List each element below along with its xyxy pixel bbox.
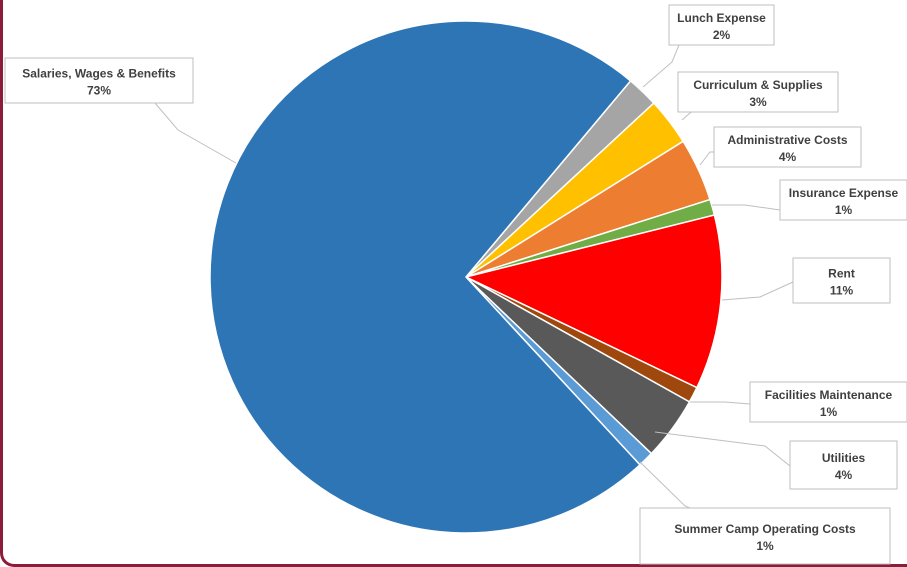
data-label: Utilities 4%: [789, 440, 898, 490]
slice-label: Rent: [828, 267, 855, 281]
slice-label: Insurance Expense: [789, 186, 899, 200]
slice-label: Administrative Costs: [727, 133, 847, 147]
slice-percentage: 4%: [835, 468, 853, 482]
leader-line: [642, 44, 680, 88]
data-label-box: [749, 381, 907, 423]
data-label: Insurance Expense 1%: [779, 179, 907, 221]
data-label: Administrative Costs 4%: [713, 126, 862, 168]
slice-percentage: 1%: [756, 539, 774, 553]
leader-line: [154, 102, 237, 164]
data-label-box: [789, 440, 898, 490]
data-label-box: [668, 4, 775, 46]
pie-slice-salaries-wages-benefits: [209, 20, 641, 534]
data-label: Facilities Maintenance 1%: [749, 381, 907, 423]
data-label: Summer Camp Operating Costs 1%: [639, 507, 891, 565]
slice-label: Lunch Expense: [677, 11, 766, 25]
leader-line: [690, 401, 751, 405]
data-labels: Lunch Expense 2% Curriculum & Supplies 3% Ad…: [4, 4, 907, 565]
slice-percentage: 1%: [820, 405, 838, 419]
slice-percentage: 4%: [779, 150, 797, 164]
leader-lines: [154, 44, 794, 509]
data-label: Rent 11%: [792, 257, 891, 304]
data-label-box: [779, 179, 907, 221]
slice-percentage: 73%: [87, 84, 111, 98]
data-label-box: [677, 71, 839, 113]
pie-slice-rent: [463, 214, 723, 389]
slice-label: Curriculum & Supplies: [693, 78, 823, 92]
data-label-box: [4, 57, 194, 104]
data-label: Lunch Expense 2%: [668, 4, 775, 46]
leader-line: [721, 281, 794, 301]
slice-percentage: 1%: [835, 203, 853, 217]
slice-label: Facilities Maintenance: [765, 388, 893, 402]
data-label-box: [713, 126, 862, 168]
leader-line: [712, 204, 781, 211]
data-label-box: [792, 257, 891, 304]
pie-slices: [209, 20, 723, 534]
data-label-box: [639, 507, 891, 565]
leader-line: [639, 461, 691, 509]
data-label: Salaries, Wages & Benefits 73%: [4, 57, 194, 104]
data-label: Curriculum & Supplies 3%: [677, 71, 839, 113]
slice-label: Summer Camp Operating Costs: [674, 522, 856, 536]
slice-percentage: 11%: [830, 284, 854, 298]
slice-percentage: 3%: [749, 95, 767, 109]
slice-label: Salaries, Wages & Benefits: [22, 67, 176, 81]
slice-label: Utilities: [822, 451, 866, 465]
leader-line: [654, 431, 791, 467]
slice-percentage: 2%: [713, 28, 731, 42]
